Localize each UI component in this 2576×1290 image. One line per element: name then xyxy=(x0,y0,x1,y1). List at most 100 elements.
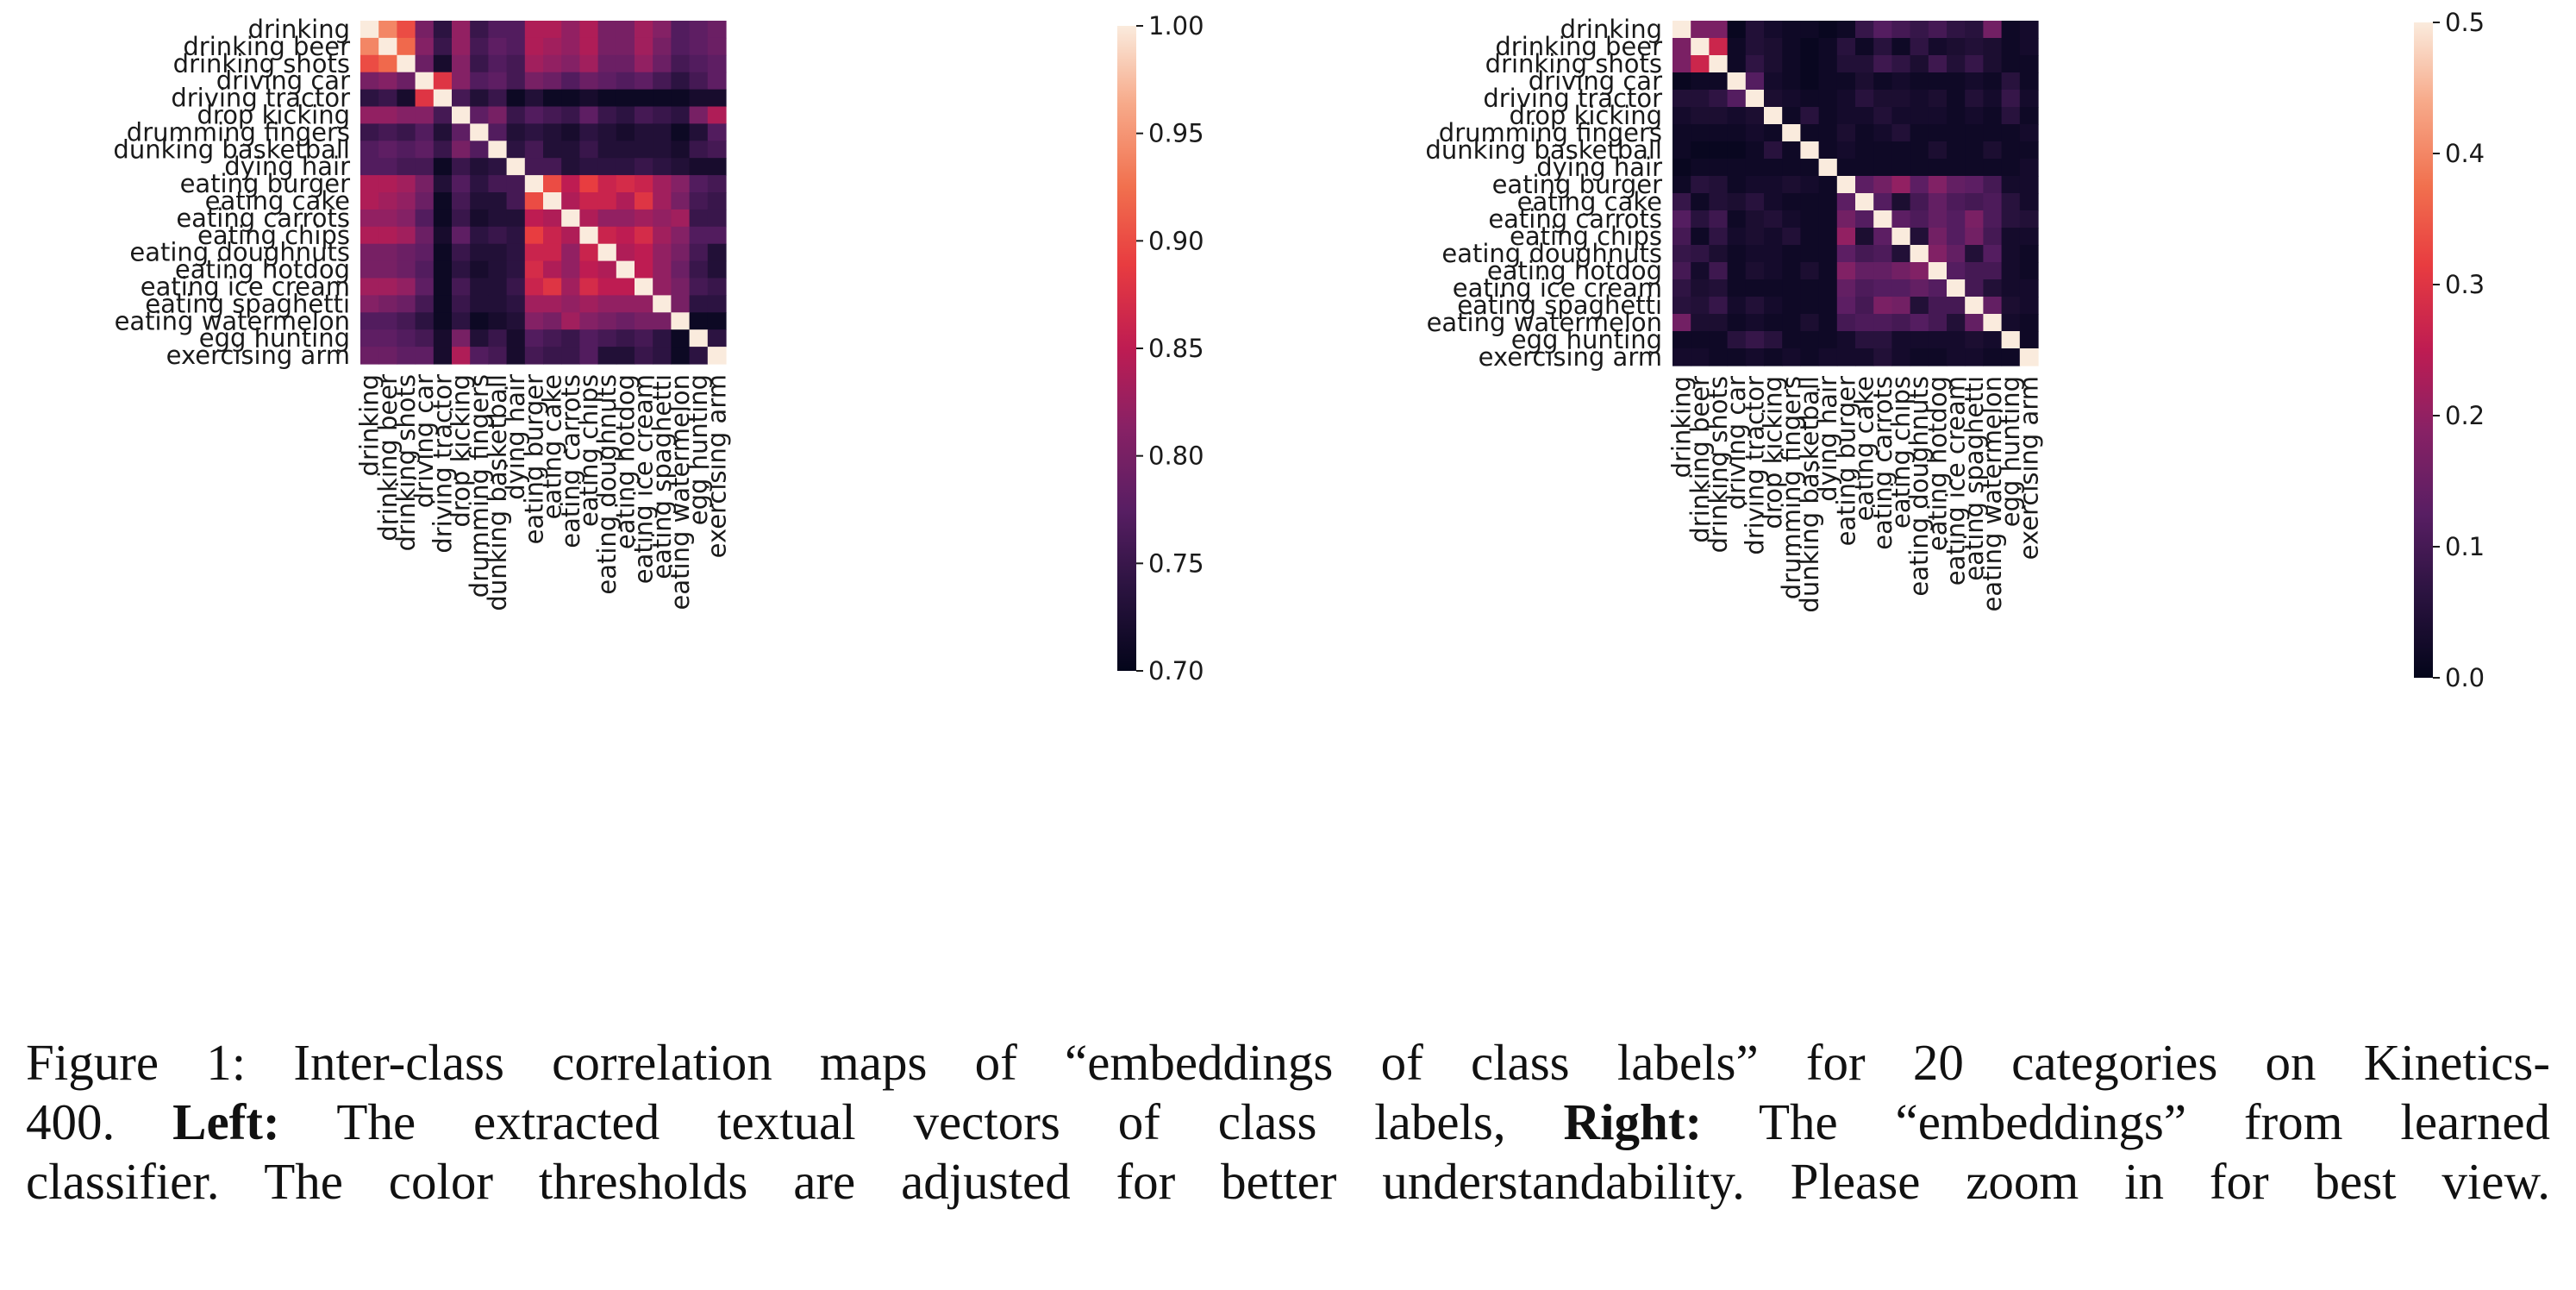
left-cell-11-9 xyxy=(524,209,544,228)
left-cell-19-6 xyxy=(470,347,489,365)
right-cell-13-3 xyxy=(1727,245,1747,263)
right-cell-15-2 xyxy=(1709,279,1729,297)
right-cell-16-12 xyxy=(1891,297,1911,315)
left-cell-2-12 xyxy=(579,54,599,73)
left-cell-19-7 xyxy=(488,347,508,365)
right-ytick-label: eating hotdog xyxy=(1487,256,1662,285)
caption-right-label: Right: xyxy=(1563,1093,1703,1150)
left-cell-10-4 xyxy=(433,192,453,210)
left-cell-19-11 xyxy=(561,347,580,365)
left-cell-9-8 xyxy=(506,175,526,193)
right-ytick-label: dying hair xyxy=(1536,153,1662,182)
right-cell-18-0 xyxy=(1673,331,1691,349)
left-cell-4-17 xyxy=(671,89,691,108)
right-cell-15-11 xyxy=(1873,279,1892,297)
left-cell-18-15 xyxy=(635,329,653,348)
right-cell-17-17 xyxy=(1983,314,2003,332)
left-cell-3-5 xyxy=(452,72,471,91)
right-cell-5-6 xyxy=(1782,107,1801,125)
right-cell-10-3 xyxy=(1727,193,1747,211)
left-cell-0-0 xyxy=(360,21,379,39)
right-xtick-label: eating carrots xyxy=(1868,376,1898,550)
right-cell-7-15 xyxy=(1947,141,1966,160)
left-cell-16-1 xyxy=(378,295,397,313)
left-cell-14-4 xyxy=(433,260,453,279)
right-cell-5-17 xyxy=(1983,107,2003,125)
left-cell-1-0 xyxy=(360,37,379,56)
right-cell-19-8 xyxy=(1818,348,1838,366)
left-xtick-label: eating doughnuts xyxy=(592,374,622,595)
right-cell-15-3 xyxy=(1727,279,1747,297)
right-cell-7-11 xyxy=(1873,141,1892,160)
right-cell-4-0 xyxy=(1673,90,1691,108)
left-cell-6-13 xyxy=(597,123,617,141)
left-cell-6-16 xyxy=(653,123,672,141)
left-cell-15-18 xyxy=(689,278,709,296)
right-cell-18-11 xyxy=(1873,331,1892,349)
right-cell-8-18 xyxy=(2001,159,2021,177)
right-cell-0-9 xyxy=(1836,21,1856,39)
left-cell-13-1 xyxy=(378,243,397,262)
left-cell-11-16 xyxy=(653,209,672,228)
left-cell-1-12 xyxy=(579,37,599,56)
right-cell-10-9 xyxy=(1836,193,1856,211)
left-cell-18-2 xyxy=(397,329,416,348)
left-colorbar: 1.00 0.95 0.90 0.85 0.80 0.75 0.70 xyxy=(1117,11,1204,686)
left-cell-9-12 xyxy=(579,175,599,193)
right-cell-6-10 xyxy=(1855,124,1874,142)
right-colorbar-tick-label: 0.3 xyxy=(2445,270,2485,299)
right-cell-8-11 xyxy=(1873,159,1892,177)
right-cell-5-4 xyxy=(1745,107,1765,125)
left-cell-17-11 xyxy=(561,312,580,330)
right-cell-9-19 xyxy=(2019,176,2039,194)
right-cell-1-9 xyxy=(1836,38,1856,56)
right-cell-4-3 xyxy=(1727,90,1747,108)
right-cell-7-6 xyxy=(1782,141,1801,160)
right-cell-5-18 xyxy=(2001,107,2021,125)
left-cell-3-1 xyxy=(378,72,397,91)
right-cell-2-14 xyxy=(1928,55,1948,73)
right-cell-9-17 xyxy=(1983,176,2003,194)
right-cell-7-7 xyxy=(1800,141,1820,160)
left-cell-12-19 xyxy=(707,226,727,245)
right-cell-11-11 xyxy=(1873,210,1892,229)
left-cell-17-17 xyxy=(671,312,691,330)
left-cell-0-17 xyxy=(671,21,691,39)
left-xtick-label: eating watermelon xyxy=(666,374,695,610)
left-cell-16-14 xyxy=(616,295,635,313)
right-cell-9-6 xyxy=(1782,176,1801,194)
right-cell-13-8 xyxy=(1818,245,1838,263)
right-cell-13-17 xyxy=(1983,245,2003,263)
right-cell-18-19 xyxy=(2019,331,2039,349)
right-cell-4-7 xyxy=(1800,90,1820,108)
right-xtick-label: eating watermelon xyxy=(1978,376,2007,611)
left-cell-2-8 xyxy=(506,54,526,73)
left-cell-5-19 xyxy=(707,106,727,124)
left-cell-4-16 xyxy=(653,89,672,108)
right-cell-6-7 xyxy=(1800,124,1820,142)
right-cell-12-14 xyxy=(1928,228,1948,246)
right-cell-0-7 xyxy=(1800,21,1820,39)
left-cell-17-9 xyxy=(524,312,544,330)
left-cell-8-14 xyxy=(616,158,635,176)
right-cell-8-16 xyxy=(1965,159,1984,177)
right-cell-13-4 xyxy=(1745,245,1765,263)
right-cell-19-4 xyxy=(1745,348,1765,366)
right-cell-10-6 xyxy=(1782,193,1801,211)
right-cell-3-5 xyxy=(1764,72,1783,91)
left-cell-9-13 xyxy=(597,175,617,193)
right-cell-19-17 xyxy=(1983,348,2003,366)
left-cell-12-3 xyxy=(415,226,435,245)
right-cell-18-3 xyxy=(1727,331,1747,349)
right-cell-10-14 xyxy=(1928,193,1948,211)
right-cell-7-10 xyxy=(1855,141,1874,160)
right-cell-6-2 xyxy=(1709,124,1729,142)
left-cell-11-13 xyxy=(597,209,617,228)
left-cell-17-0 xyxy=(360,312,379,330)
left-cell-11-4 xyxy=(433,209,453,228)
left-cell-18-6 xyxy=(470,329,489,348)
left-cell-16-10 xyxy=(543,295,562,313)
left-cell-10-16 xyxy=(653,192,672,210)
right-colorbar-tick-label: 0.5 xyxy=(2445,8,2485,37)
right-cell-19-7 xyxy=(1800,348,1820,366)
